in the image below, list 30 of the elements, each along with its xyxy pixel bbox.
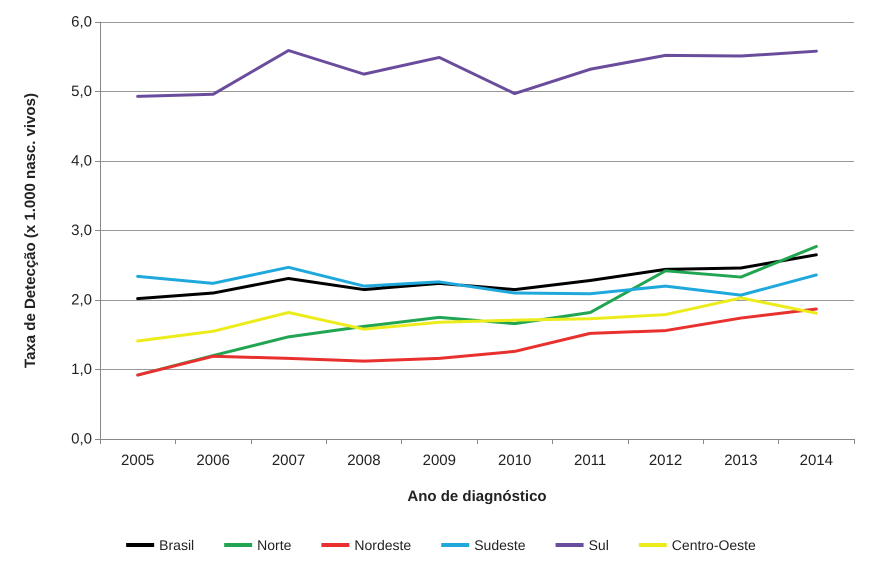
legend-label: Sul (588, 537, 609, 553)
y-tick-label: 2,0 (71, 292, 92, 308)
line-series (136, 308, 818, 377)
y-tick-label: 3,0 (71, 222, 92, 239)
line-series (136, 266, 818, 297)
x-tick-label: 2012 (648, 452, 682, 469)
x-tick-label: 2014 (800, 452, 833, 469)
x-tick-label: 2006 (196, 452, 230, 469)
line-series (136, 48, 818, 98)
y-tick-label: 4,0 (71, 152, 92, 170)
x-tick-label: 2011 (574, 452, 606, 469)
line-series (136, 296, 818, 343)
legend-label: Nordeste (354, 537, 412, 553)
x-axis-title: Ano de diagnóstico (407, 488, 547, 505)
legend-label: Brasil (159, 537, 194, 553)
x-tick-label: 2008 (347, 452, 381, 469)
x-tick-label: 2009 (422, 452, 456, 469)
legend-label: Centro-Oeste (672, 537, 756, 553)
legend-label: Norte (257, 537, 292, 553)
y-tick-label: 6,0 (71, 14, 92, 30)
line-series (136, 253, 818, 300)
y-tick-label: 0,0 (71, 430, 92, 448)
y-tick-label: 5,0 (71, 83, 92, 100)
x-tick-label: 2010 (498, 452, 532, 469)
x-tick-label: 2005 (121, 452, 154, 469)
x-tick-label: 2007 (272, 452, 306, 469)
y-axis-title: Taxa de Detecção (x 1.000 nasc. vivos) (22, 93, 39, 368)
legend-label: Sudeste (474, 537, 526, 553)
x-tick-label: 2013 (724, 452, 758, 469)
y-tick-label: 1,0 (71, 361, 92, 378)
